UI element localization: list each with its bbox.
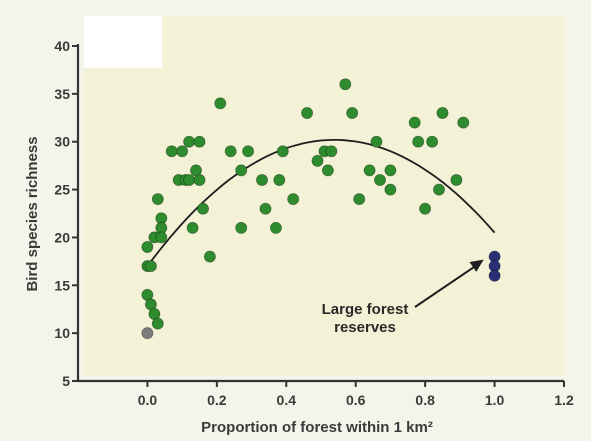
data-point <box>384 164 397 177</box>
data-point <box>176 145 189 158</box>
axes-group: 5 10 15 20 25 30 35 40 0.0 0.2 0.4 0.6 0.8 1.0 1.2 <box>54 38 574 408</box>
data-point <box>488 269 501 282</box>
y-tick-label: 15 <box>54 277 70 293</box>
data-point <box>151 317 164 330</box>
plot-background <box>84 16 564 376</box>
x-tick-label: 1.0 <box>485 392 505 408</box>
data-point <box>155 231 168 244</box>
data-point <box>276 145 289 158</box>
data-point <box>339 78 352 91</box>
data-point <box>141 327 154 340</box>
data-point <box>436 107 449 120</box>
data-point <box>301 107 314 120</box>
data-point <box>311 154 324 167</box>
x-tick-label: 0.4 <box>277 392 297 408</box>
y-tick-label: 35 <box>54 86 70 102</box>
annotation-arrow-head <box>469 259 484 272</box>
data-point <box>325 145 338 158</box>
data-point <box>186 221 199 234</box>
data-point <box>353 193 366 206</box>
data-point <box>384 183 397 196</box>
data-point <box>457 116 470 129</box>
data-point <box>242 145 255 158</box>
annotation-label: Large forest <box>322 301 409 318</box>
data-point <box>450 173 463 186</box>
data-point <box>408 116 421 129</box>
data-point <box>363 164 376 177</box>
y-tick-label: 40 <box>54 38 70 54</box>
data-point <box>183 135 196 148</box>
data-point <box>193 173 206 186</box>
x-tick-label: 0.8 <box>415 392 435 408</box>
x-tick-label: 0.0 <box>138 392 158 408</box>
plot-background-corner <box>84 16 162 68</box>
data-point <box>287 193 300 206</box>
data-point <box>224 145 237 158</box>
fit-curve <box>146 139 496 267</box>
data-point <box>183 173 196 186</box>
data-point <box>373 173 386 186</box>
data-point <box>255 173 268 186</box>
data-point <box>214 97 227 110</box>
data-point <box>165 145 178 158</box>
data-point <box>144 260 157 273</box>
data-point <box>370 135 383 148</box>
data-point <box>273 173 286 186</box>
data-point <box>432 183 445 196</box>
x-tick-label: 1.2 <box>554 392 574 408</box>
data-point <box>203 250 216 263</box>
data-point <box>151 193 164 206</box>
annotation-label: reserves <box>334 319 396 336</box>
fit-curve-group <box>146 139 496 267</box>
data-point <box>196 202 209 215</box>
data-point <box>426 135 439 148</box>
data-point <box>412 135 425 148</box>
y-axis-title: Bird species richness <box>24 136 41 291</box>
data-point <box>259 202 272 215</box>
data-points-group <box>141 78 501 340</box>
data-point <box>346 107 359 120</box>
data-point <box>235 221 248 234</box>
data-point <box>235 164 248 177</box>
y-tick-label: 30 <box>54 134 70 150</box>
data-point <box>269 221 282 234</box>
y-tick-label: 10 <box>54 325 70 341</box>
y-tick-label: 20 <box>54 229 70 245</box>
y-tick-label: 5 <box>62 373 70 389</box>
data-point <box>193 135 206 148</box>
data-point <box>321 164 334 177</box>
x-axis-title: Proportion of forest within 1 km² <box>201 419 433 436</box>
x-tick-label: 0.2 <box>207 392 227 408</box>
annotation-arrow-shaft <box>414 263 479 308</box>
data-point <box>141 240 154 253</box>
y-tick-label: 25 <box>54 182 70 198</box>
x-tick-label: 0.6 <box>346 392 366 408</box>
data-point <box>419 202 432 215</box>
